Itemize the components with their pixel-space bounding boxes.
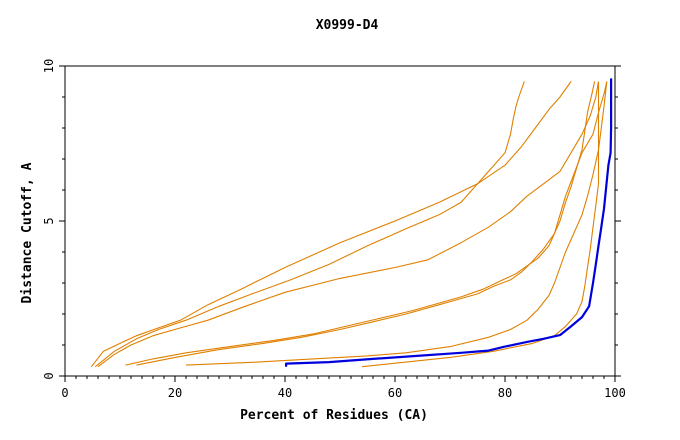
series-line (137, 82, 607, 366)
series-line-highlight (286, 78, 611, 366)
x-tick-label: 0 (61, 386, 68, 400)
y-tick-label: 5 (42, 217, 56, 224)
x-axis-label: Percent of Residues (CA) (240, 408, 428, 423)
y-axis-label: Distance Cutoff, A (20, 162, 35, 303)
y-tick-label: 10 (42, 59, 56, 73)
x-tick-label: 80 (498, 386, 512, 400)
x-tick-label: 100 (604, 386, 626, 400)
series-line (98, 82, 599, 367)
series-line (362, 82, 599, 367)
series-layer (91, 78, 611, 366)
x-tick-label: 60 (388, 386, 402, 400)
x-tick-label: 20 (168, 386, 182, 400)
series-line (95, 82, 524, 367)
y-tick-label: 0 (42, 372, 56, 379)
tick-layer: 0 20 40 60 80 100 0 5 10 (42, 59, 626, 400)
series-line (126, 82, 595, 366)
chart: X0999-D4 0 20 40 60 80 100 0 5 10 Percent of Res… (0, 0, 680, 440)
x-tick-label: 40 (278, 386, 292, 400)
chart-title: X0999-D4 (316, 18, 379, 33)
series-line (186, 82, 607, 366)
series-line (91, 82, 571, 367)
